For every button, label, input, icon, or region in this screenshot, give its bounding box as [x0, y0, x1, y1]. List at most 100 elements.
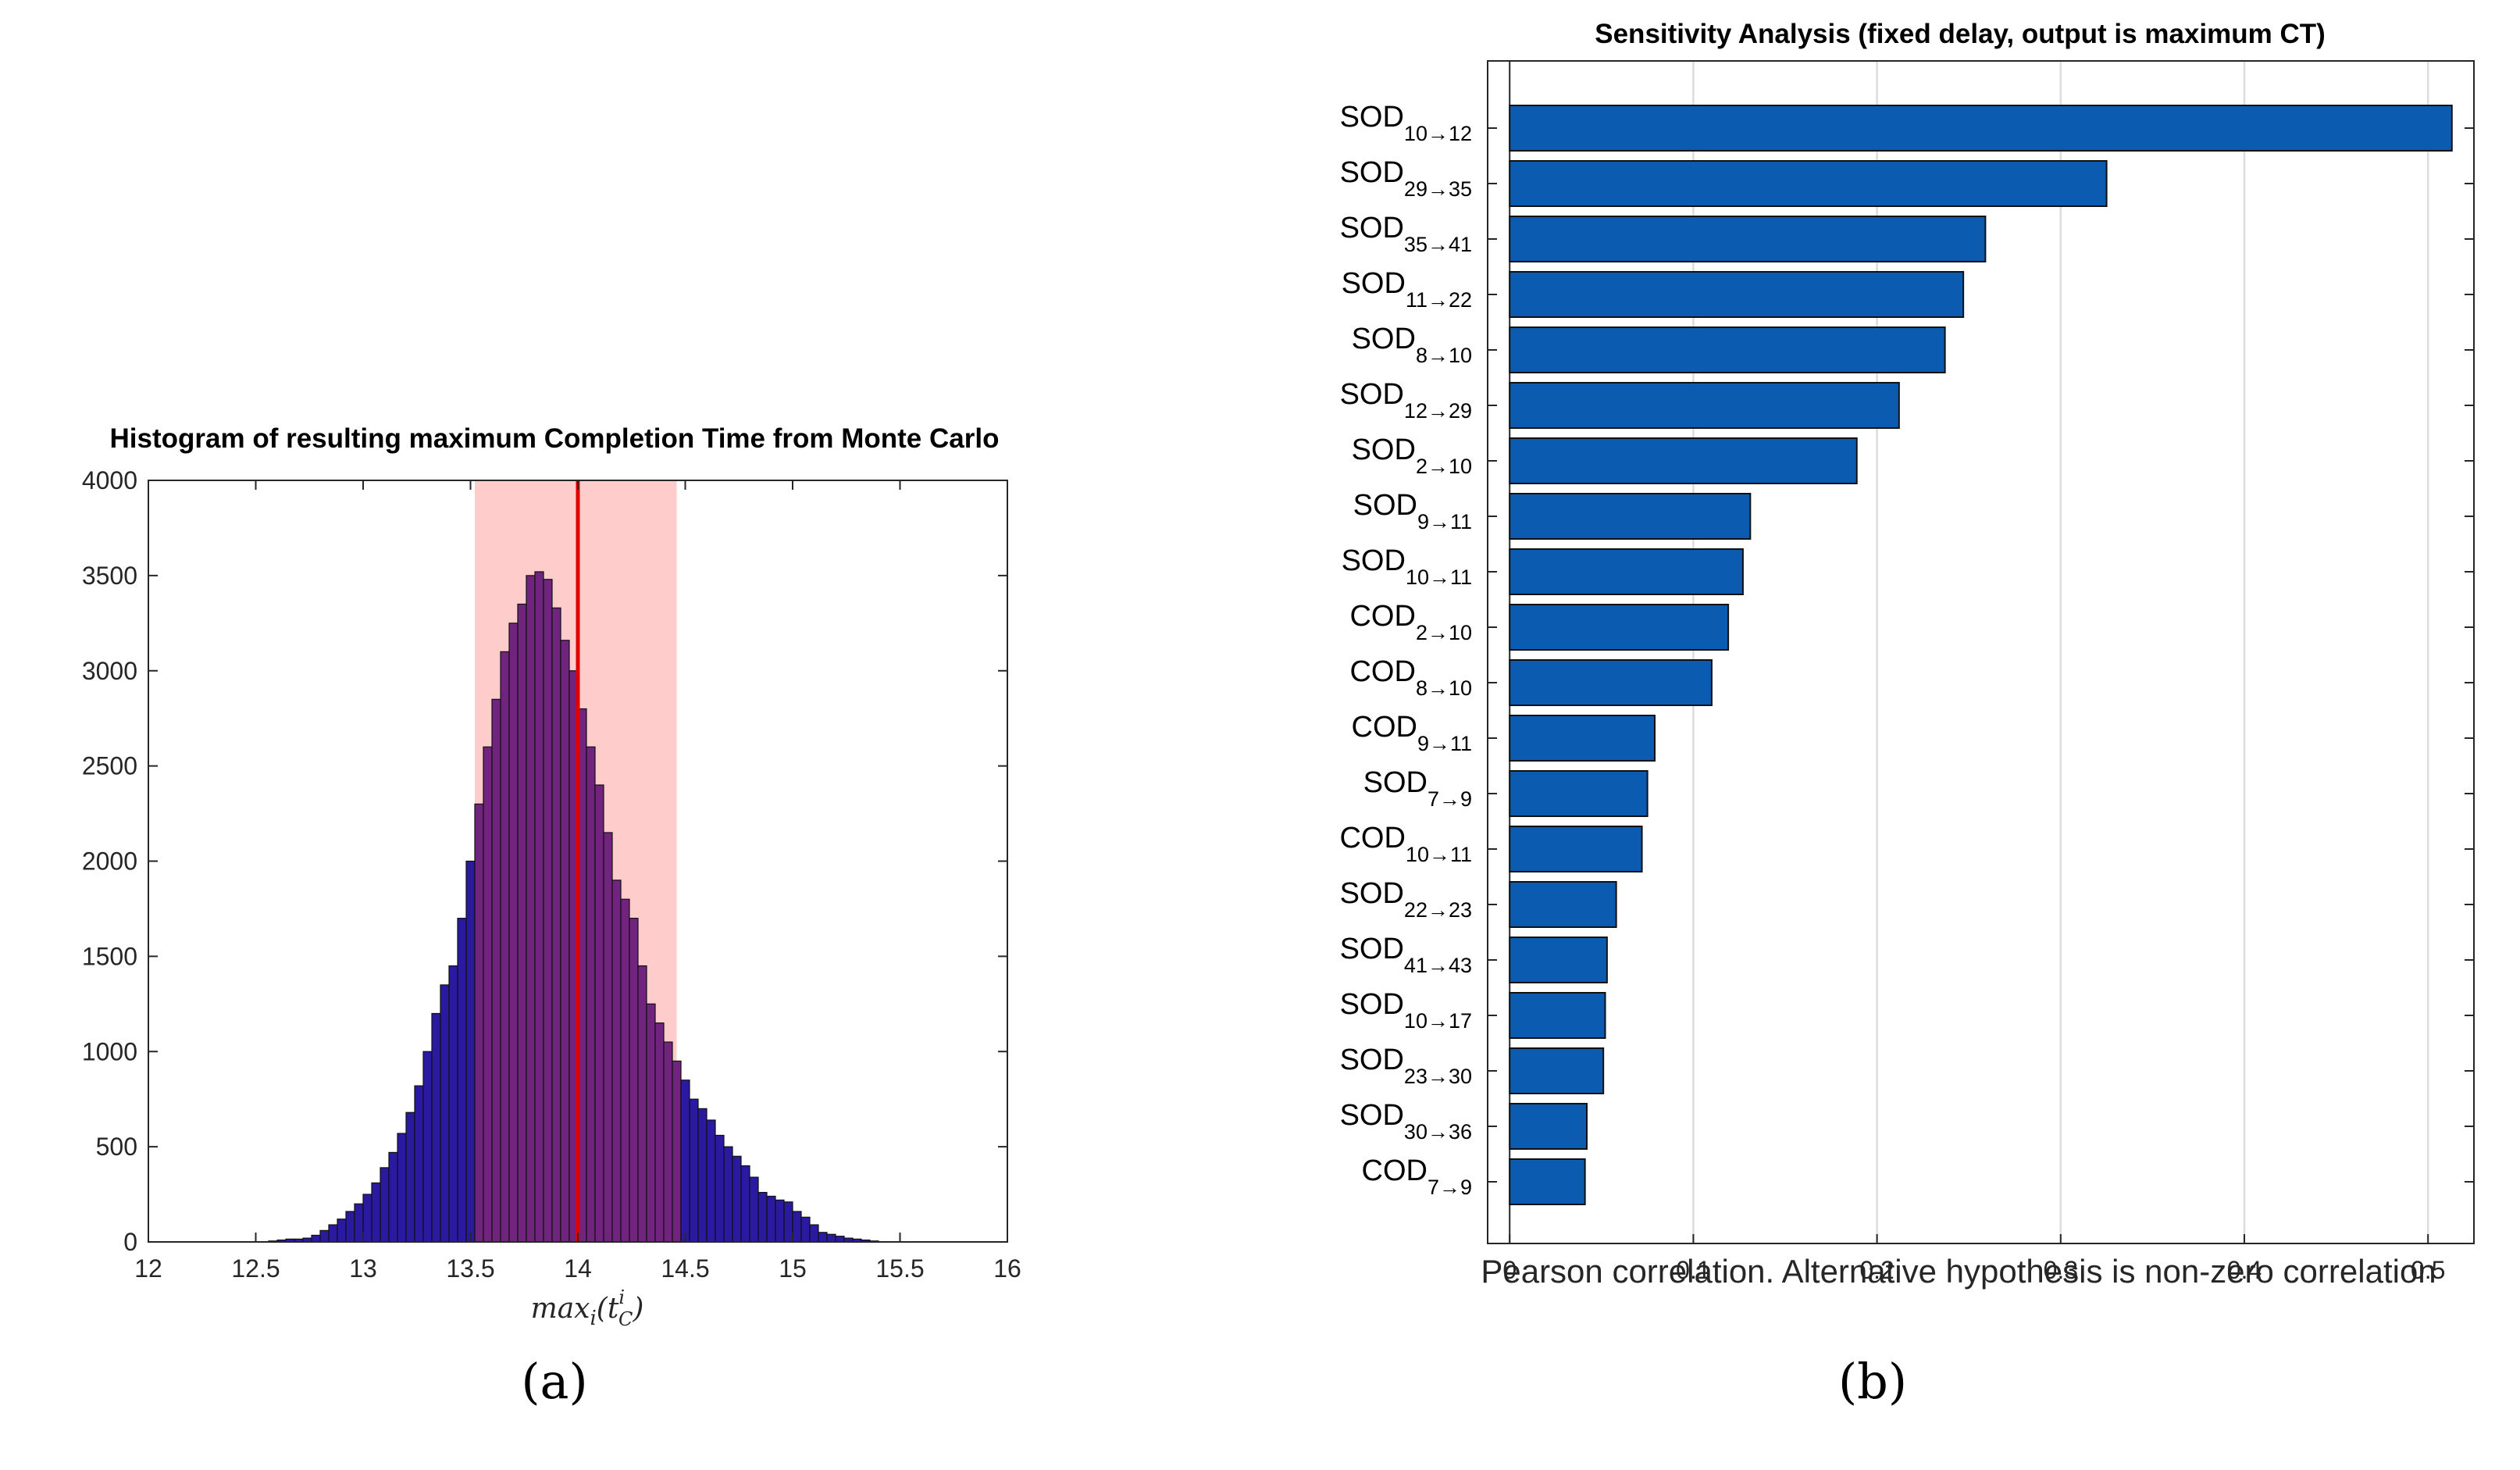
category-subscript: 30→36: [1404, 1120, 1472, 1144]
histogram-bar: [740, 1165, 750, 1243]
sensitivity-ticks: 0 0.1 0.2 0.3 0.4 0.5: [1488, 127, 2474, 1284]
histogram-bar: [560, 640, 570, 1243]
sensitivity-bar: [1509, 992, 1606, 1039]
histogram-bar: [766, 1195, 776, 1243]
category-subscript: 10→11: [1406, 843, 1472, 866]
histogram-bar: [448, 965, 458, 1243]
y-tick-label: 4000: [82, 466, 137, 494]
sensitivity-bar: [1509, 770, 1649, 817]
y-tick-label: 1500: [82, 942, 137, 970]
histogram-bar: [500, 651, 510, 1243]
xlabel-arg-sup: i: [618, 1286, 625, 1308]
category-name: COD: [1339, 822, 1405, 855]
histogram-bar: [732, 1155, 742, 1243]
histogram-bar: [517, 603, 527, 1243]
x-tick-label: 16: [993, 1254, 1021, 1283]
category-subscript: 12→29: [1404, 399, 1472, 423]
histogram-bar: [397, 1133, 407, 1243]
category-name: SOD: [1340, 1099, 1404, 1132]
histogram-bar: [465, 860, 476, 1243]
histogram-bar: [646, 1003, 656, 1243]
histogram-bar: [405, 1111, 415, 1243]
category-name: SOD: [1340, 933, 1404, 965]
histogram-bar: [680, 1079, 690, 1243]
x-tick-label: 0.3: [2044, 1256, 2078, 1284]
category-name: SOD: [1340, 1044, 1404, 1076]
histogram-bar: [672, 1060, 682, 1243]
sensitivity-bar: [1509, 493, 1752, 540]
y-tick-label: 500: [96, 1133, 137, 1161]
sensitivity-bar: [1509, 548, 1744, 595]
x-tick-label: 14: [564, 1254, 592, 1283]
histogram-xlabel: maxi(ti C): [531, 1286, 644, 1330]
sensitivity-bar: [1509, 271, 1965, 318]
x-tick-label: 12: [134, 1254, 162, 1283]
histogram-bar: [800, 1216, 811, 1243]
category-subscript: 10→17: [1404, 1009, 1472, 1033]
sensitivity-bar: [1509, 1047, 1605, 1094]
category-subscript: 41→43: [1404, 954, 1472, 977]
histogram-bar: [637, 965, 647, 1243]
category-name: SOD: [1340, 378, 1404, 411]
category-label: SOD29→35: [1340, 156, 1472, 201]
x-tick-label: 0.2: [1859, 1256, 1894, 1284]
category-label: SOD2→10: [1352, 434, 1472, 478]
sensitivity-bar: [1509, 437, 1858, 484]
histogram-bar: [723, 1146, 733, 1243]
histogram-bar: [818, 1232, 828, 1243]
category-label: COD10→11: [1339, 822, 1472, 866]
x-tick-label: 0: [1502, 1256, 1517, 1284]
category-name: SOD: [1352, 323, 1416, 355]
category-label: SOD8→10: [1352, 323, 1472, 367]
category-label: SOD10→11: [1342, 544, 1472, 589]
category-subscript: 7→9: [1428, 1176, 1472, 1199]
sensitivity-bar: [1509, 937, 1608, 983]
y-tick-label: 2000: [82, 847, 137, 876]
x-tick-label: 0.4: [2227, 1256, 2262, 1284]
category-subscript: 11→22: [1406, 288, 1472, 312]
sensitivity-bar: [1509, 1103, 1588, 1150]
histogram-bar: [362, 1193, 372, 1243]
histogram-bar: [586, 746, 596, 1243]
histogram-bar: [835, 1236, 845, 1243]
histogram-bar: [715, 1134, 725, 1243]
category-subscript: 2→10: [1416, 621, 1472, 644]
histogram-bar: [345, 1211, 355, 1243]
y-tick-label: 3000: [82, 657, 137, 685]
sensitivity-bar: [1509, 715, 1656, 762]
histogram-bar: [337, 1218, 347, 1243]
histogram-bar: [826, 1233, 836, 1243]
y-tick-label: 0: [123, 1228, 137, 1256]
histogram-bar: [371, 1182, 381, 1243]
sensitivity-bar: [1509, 105, 2453, 152]
sensitivity-bar: [1509, 160, 2108, 207]
histogram-bar: [551, 607, 561, 1243]
sensitivity-bar: [1509, 659, 1713, 706]
histogram-bar: [534, 571, 544, 1243]
category-label: COD9→11: [1352, 711, 1473, 755]
sensitivity-bar: [1509, 604, 1730, 651]
category-name: SOD: [1363, 766, 1428, 799]
histogram-bar: [508, 623, 519, 1243]
histogram-bar: [526, 575, 536, 1243]
x-tick-label: 15: [779, 1254, 807, 1283]
xlabel-close: ): [632, 1293, 643, 1325]
category-label: COD8→10: [1349, 655, 1472, 700]
category-subscript: 8→10: [1416, 344, 1472, 367]
category-subscript: 22→23: [1404, 898, 1472, 922]
category-name: SOD: [1340, 988, 1404, 1021]
sensitivity-bar: [1509, 1158, 1586, 1205]
category-name: SOD: [1352, 434, 1416, 466]
histogram-bar: [354, 1203, 364, 1243]
xlabel-main: max: [531, 1293, 590, 1325]
histogram-bar: [414, 1085, 424, 1243]
category-subscript: 7→9: [1428, 787, 1472, 811]
sensitivity-bar: [1509, 216, 1987, 262]
category-label: SOD30→36: [1340, 1099, 1472, 1144]
histogram-bar: [663, 1041, 673, 1243]
sensitivity-bar: [1509, 881, 1617, 928]
histogram-bar: [491, 698, 501, 1243]
histogram-bar: [380, 1167, 390, 1243]
category-subscript: 9→11: [1417, 732, 1472, 755]
histogram-bar: [757, 1192, 768, 1243]
